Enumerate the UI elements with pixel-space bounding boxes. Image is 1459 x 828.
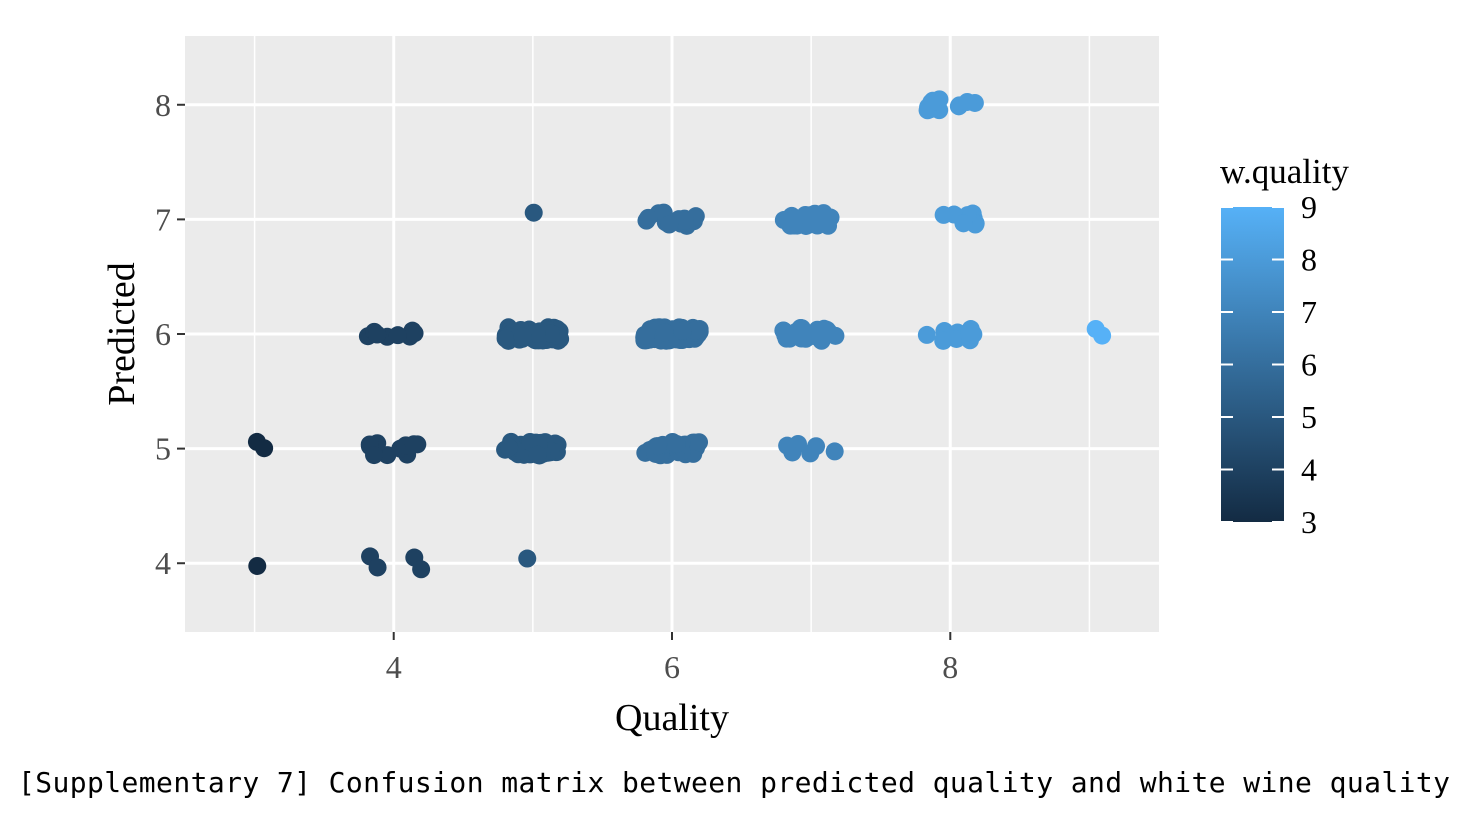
- colorbar-label: 6: [1301, 347, 1317, 383]
- scatter-point: [412, 560, 431, 579]
- scatter-point: [934, 331, 953, 350]
- scatter-point: [639, 208, 658, 227]
- scatter-point: [528, 445, 547, 464]
- scatter-point: [648, 437, 667, 456]
- y-tick-label: 7: [155, 201, 171, 237]
- colorbar-label: 5: [1301, 399, 1317, 435]
- legend-ticks: 9 8 7 6 5 4 3: [1221, 189, 1317, 540]
- scatter-point: [774, 321, 793, 340]
- scatter-point: [496, 329, 515, 348]
- y-tick-label: 4: [155, 545, 171, 581]
- y-tick-label: 6: [155, 316, 171, 352]
- scatter-point: [673, 321, 692, 340]
- scatter-point: [675, 211, 694, 230]
- scatter-point: [527, 324, 546, 343]
- y-tick-label: 5: [155, 431, 171, 467]
- x-axis-title: Quality: [615, 697, 729, 739]
- scatter-point: [368, 325, 387, 344]
- figure-caption: [Supplementary 7] Confusion matrix betwe…: [18, 766, 1451, 799]
- scatter-point: [541, 324, 560, 343]
- scatter-point: [388, 326, 407, 345]
- colorbar-label: 4: [1301, 452, 1317, 488]
- scatter-point: [960, 323, 979, 342]
- scatter-point: [807, 437, 826, 456]
- scatter-point: [365, 446, 384, 465]
- scatter-point: [934, 205, 953, 224]
- scatter-point: [368, 558, 387, 577]
- colorbar-label: 7: [1301, 294, 1317, 330]
- scatter-point: [825, 442, 844, 461]
- scatter-point: [255, 439, 274, 458]
- scatter-point: [660, 215, 679, 234]
- colorbar-label: 8: [1301, 242, 1317, 278]
- y-axis-title: Predicted: [101, 262, 143, 406]
- colorbar-label: 3: [1301, 504, 1317, 540]
- x-tick-label: 8: [942, 649, 958, 685]
- y-tick-label: 8: [155, 87, 171, 123]
- scatter-point: [788, 326, 807, 345]
- x-tick-label: 6: [664, 649, 680, 685]
- legend-title: w.quality: [1220, 152, 1349, 191]
- scatter-point: [636, 326, 655, 345]
- scatter-point: [667, 435, 686, 454]
- scatter-point: [405, 324, 424, 343]
- scatter-point: [803, 212, 822, 231]
- scatter-point: [1086, 319, 1105, 338]
- scatter-point: [778, 436, 797, 455]
- data-points: [247, 90, 1112, 579]
- scatter-point: [690, 433, 709, 452]
- x-tick-label: 4: [386, 649, 402, 685]
- scatter-point: [922, 93, 941, 112]
- scatter-point: [518, 549, 537, 568]
- scatter-point: [524, 203, 543, 222]
- colorbar-label: 9: [1301, 189, 1317, 225]
- scatter-point: [954, 214, 973, 233]
- y-axis-ticks: 4 5 6 7 8: [155, 87, 185, 581]
- scatter-chart: 4 6 8 4 5 6 7 8 Quality Predicted w.quality 9 8…: [101, 36, 1349, 739]
- scatter-point: [248, 556, 267, 575]
- scatter-point: [807, 323, 826, 342]
- scatter-point: [917, 325, 936, 344]
- scatter-point: [958, 92, 977, 111]
- x-axis-ticks: 4 6 8: [386, 632, 958, 685]
- scatter-point: [500, 438, 519, 457]
- scatter-point: [655, 323, 674, 342]
- scatter-point: [513, 327, 532, 346]
- scatter-point: [404, 435, 423, 454]
